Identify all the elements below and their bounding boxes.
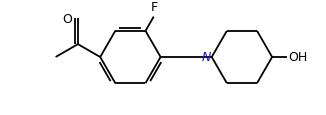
Text: O: O <box>62 13 72 26</box>
Text: F: F <box>151 1 158 14</box>
Text: N: N <box>202 51 211 64</box>
Text: OH: OH <box>288 51 307 64</box>
